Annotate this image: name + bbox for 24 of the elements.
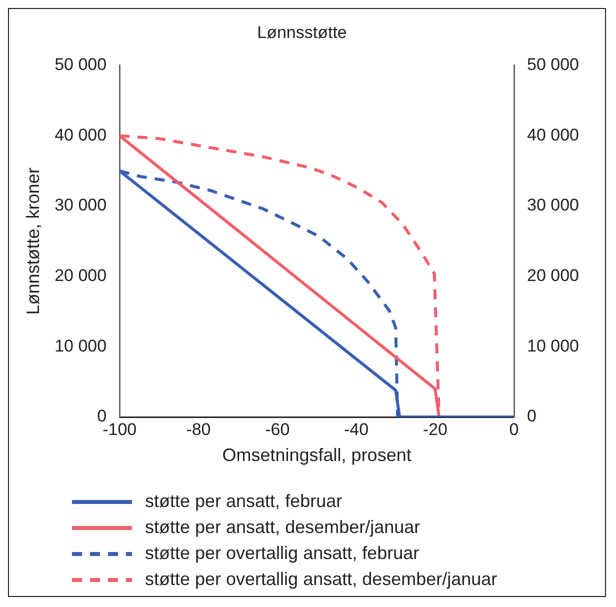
y-tick-label: 30 000	[54, 196, 107, 215]
y2-tick-label: 40 000	[527, 125, 580, 144]
y-axis-title: Lønnstøtte, kroner	[22, 168, 43, 315]
y2-tick-label: 20 000	[527, 266, 580, 286]
y-tick-label: 40 000	[54, 125, 107, 144]
y2-tick-label: 10 000	[527, 336, 580, 356]
x-tick-label: -60	[265, 420, 290, 439]
y-tick-label: 0	[97, 406, 107, 426]
y2-tick-label: 30 000	[527, 196, 580, 215]
x-tick-label: -40	[344, 420, 369, 439]
x-tick-label: 0	[509, 420, 519, 439]
x-tick-label: -20	[422, 420, 448, 439]
y2-tick-label: 0	[527, 406, 536, 426]
y-tick-label: 50 000	[54, 55, 107, 74]
chart-title: Lønnsstøtte	[257, 22, 347, 42]
y2-tick-label: 50 000	[527, 55, 580, 74]
legend-label: støtte per ansatt, desember/januar	[145, 517, 420, 538]
y-tick-label: 10 000	[54, 336, 107, 356]
legend-label: støtte per ansatt, februar	[145, 491, 342, 512]
x-axis-title: Omsetningsfall, prosent	[222, 445, 412, 466]
legend-label: støtte per overtallig ansatt, desember/januar	[145, 569, 498, 590]
y-tick-label: 20 000	[54, 266, 107, 286]
legend-label: støtte per overtallig ansatt, februar	[145, 543, 420, 564]
x-tick-label: -80	[186, 420, 211, 439]
